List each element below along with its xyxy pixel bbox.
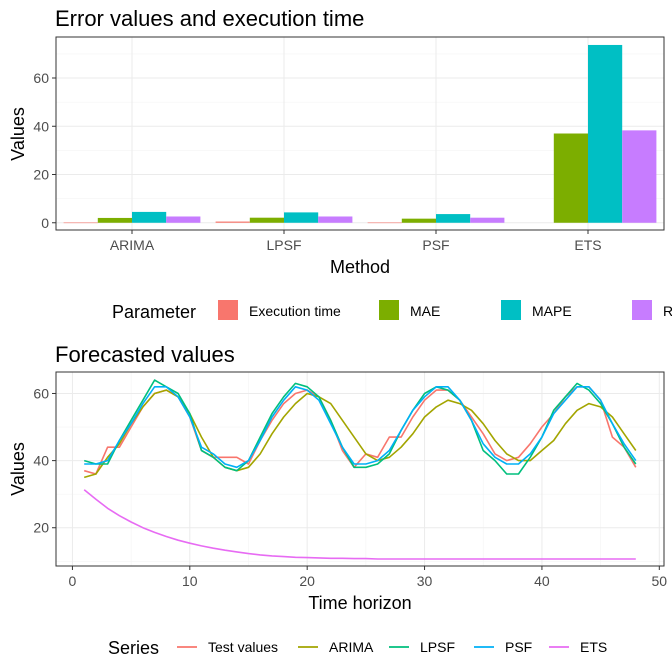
legend-label-test-values: Test values	[208, 639, 278, 655]
bar-mae-arima	[97, 217, 132, 223]
line-chart-y-axis-title: Values	[8, 442, 28, 496]
legend-key-mape	[501, 300, 521, 320]
line-chart-lines	[83, 379, 637, 560]
line-x-tick-label: 50	[652, 573, 668, 589]
bar-mape-lpsf	[284, 212, 319, 223]
legend-label-rmse: RMSE	[663, 303, 672, 319]
line-x-tick-label: 10	[182, 573, 198, 589]
line-chart-y-axis: 20 40 60	[33, 385, 56, 536]
bar-chart-y-axis: 0 20 40 60	[33, 70, 56, 231]
line-x-tick-label: 20	[299, 573, 315, 589]
bar-y-tick-label: 60	[33, 70, 49, 86]
line-y-tick-label: 40	[33, 453, 49, 469]
line-x-tick-label: 0	[69, 573, 77, 589]
bar-y-tick-label: 40	[33, 118, 49, 134]
legend-label-psf: PSF	[505, 639, 532, 655]
bar-chart-y-axis-title: Values	[8, 107, 28, 161]
bar-execution-time-psf	[367, 222, 402, 224]
bar-mae-psf	[401, 218, 436, 223]
bar-mae-ets	[553, 133, 588, 223]
bar-chart-x-axis-title: Method	[330, 257, 390, 277]
legend-key-execution-time	[218, 300, 238, 320]
line-chart-panel	[55, 371, 665, 567]
bar-mape-arima	[132, 211, 167, 223]
bar-mae-lpsf	[249, 217, 284, 223]
line-chart-x-axis: 0 10 20 30 40 50	[69, 566, 668, 589]
bar-chart-panel	[55, 36, 665, 231]
bar-chart-bars	[63, 44, 657, 224]
legend-label-mape: MAPE	[532, 303, 572, 319]
bar-mape-psf	[436, 214, 471, 223]
series-line-psf	[84, 385, 637, 469]
line-x-tick-label: 30	[417, 573, 433, 589]
bar-rmse-ets	[622, 130, 657, 223]
line-chart-legend: Series Test values ARIMA LPSF PSF ETS	[108, 638, 607, 658]
bar-rmse-psf	[470, 217, 505, 223]
bar-y-tick-label: 20	[33, 167, 49, 183]
line-chart-title: Forecasted values	[55, 342, 235, 367]
line-chart-legend-title: Series	[108, 638, 159, 658]
bar-mape-ets	[588, 44, 623, 223]
line-y-tick-label: 60	[33, 385, 49, 401]
bar-x-tick-label: ARIMA	[110, 237, 155, 253]
bar-execution-time-lpsf	[215, 221, 250, 223]
legend-label-execution-time: Execution time	[249, 303, 341, 319]
bar-chart: Error values and execution time 0204060 …	[8, 6, 672, 322]
series-line-ets	[83, 489, 636, 560]
line-y-tick-label: 20	[33, 520, 49, 536]
bar-y-tick-label: 0	[41, 215, 49, 231]
legend-label-lpsf: LPSF	[420, 639, 455, 655]
bar-x-tick-label: ETS	[574, 237, 601, 253]
line-chart-grid	[56, 372, 664, 566]
bar-rmse-lpsf	[318, 216, 353, 223]
bar-rmse-arima	[166, 216, 201, 223]
bar-chart-legend-title: Parameter	[112, 302, 196, 322]
line-x-tick-label: 40	[534, 573, 550, 589]
bar-chart-legend: Parameter Execution time MAE MAPE RMSE	[112, 300, 672, 322]
line-chart-x-axis-title: Time horizon	[308, 593, 411, 613]
bar-execution-time-arima	[63, 222, 98, 224]
bar-x-tick-label: LPSF	[266, 237, 301, 253]
legend-label-mae: MAE	[410, 303, 440, 319]
bar-x-tick-label: PSF	[422, 237, 449, 253]
bar-chart-title: Error values and execution time	[55, 6, 364, 31]
legend-label-arima: ARIMA	[329, 639, 374, 655]
legend-key-mae	[379, 300, 399, 320]
bar-chart-x-axis: ARIMA LPSF PSF ETS	[110, 230, 602, 253]
line-chart: Forecasted values 20 40 60 0 10 20 30 40 50 Tim…	[8, 342, 667, 658]
legend-label-ets: ETS	[580, 639, 607, 655]
legend-key-rmse	[632, 300, 652, 320]
